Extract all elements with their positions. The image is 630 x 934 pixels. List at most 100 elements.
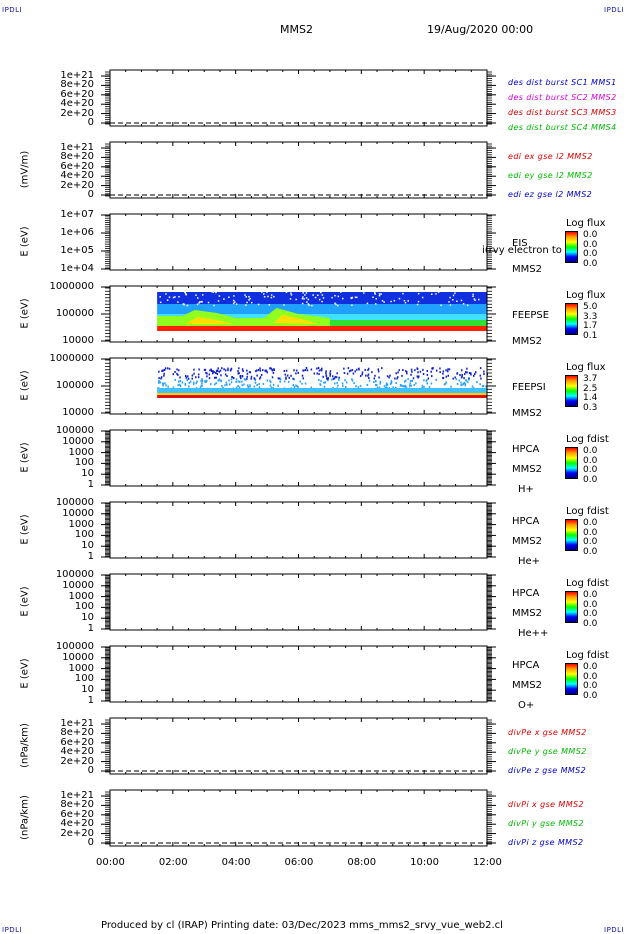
- spectrogram-speckle: [192, 383, 195, 386]
- spectrogram-speckle: [482, 385, 485, 388]
- spectrogram-speckle: [426, 369, 429, 372]
- colorbar-value: 0.0: [583, 230, 598, 240]
- spectrogram-speckle: [230, 367, 233, 370]
- spectrogram-speckle: [302, 377, 305, 380]
- spectrogram-speckle: [209, 369, 211, 372]
- y-tick-label: 10000: [62, 579, 94, 591]
- spectrogram-speckle: [226, 383, 228, 386]
- colorbar-value: 5.0: [583, 302, 598, 312]
- spectrogram-speckle: [197, 373, 200, 376]
- spectrogram-speckle: [432, 367, 434, 370]
- y-tick-label: 1e+21: [60, 142, 94, 153]
- spectrogram-speckle: [166, 367, 169, 370]
- spectrogram-speckle: [359, 374, 362, 377]
- spectrogram-speckle: [448, 368, 451, 371]
- spectrogram-speckle: [417, 375, 420, 378]
- spectrogram-gap: [351, 304, 353, 307]
- spectrogram-speckle: [474, 371, 477, 374]
- spectrogram-speckle: [164, 367, 167, 370]
- panel-label: MMS2: [512, 464, 542, 475]
- spectrogram-speckle: [211, 372, 214, 375]
- spectrogram-speckle: [459, 374, 461, 377]
- spectrogram-speckle: [185, 375, 187, 378]
- spectrogram-speckle: [168, 367, 171, 370]
- spectrogram-speckle: [286, 374, 289, 377]
- spectrogram-speckle: [337, 384, 339, 387]
- y-tick-label: 10: [81, 612, 94, 624]
- spectrogram-speckle: [473, 372, 476, 375]
- spectrogram-speckle: [406, 371, 408, 374]
- spectrogram-speckle: [445, 381, 447, 384]
- spectrogram-speckle: [297, 371, 299, 374]
- spectrogram-speckle: [343, 367, 345, 370]
- spectrogram-gap: [196, 297, 199, 299]
- spectrogram-speckle: [256, 383, 258, 386]
- spectrogram-speckle: [287, 380, 290, 383]
- spectrogram-speckle: [379, 380, 382, 383]
- spectrogram-speckle: [343, 371, 346, 374]
- spectrogram-speckle: [256, 369, 258, 372]
- y-tick-label: 1000000: [49, 353, 94, 364]
- spectrogram-speckle: [285, 369, 288, 372]
- x-tick-label: 06:00: [284, 857, 314, 868]
- spectrogram-speckle: [358, 368, 360, 371]
- spectrogram-speckle: [351, 379, 354, 382]
- spectrogram-gap: [289, 298, 292, 300]
- spectrogram-speckle: [229, 369, 232, 372]
- panel-label: FEEPSE: [512, 310, 550, 321]
- spectrogram-speckle: [316, 367, 318, 370]
- spectrogram-speckle: [201, 384, 203, 387]
- legend-entry: des dist burst SC3 MMS3: [508, 108, 617, 117]
- spectrogram-speckle: [425, 379, 428, 382]
- y-tick-label: 8e+20: [60, 799, 94, 811]
- spectrogram-gap: [305, 292, 308, 294]
- colorbar-title: Log flux: [566, 362, 606, 373]
- spectrogram-gap: [350, 297, 353, 300]
- y-tick-label: 1: [87, 623, 94, 634]
- spectrogram-speckle: [406, 372, 408, 375]
- spectrogram-speckle: [439, 371, 441, 374]
- spectrogram-gap: [168, 296, 171, 298]
- spectrogram-speckle: [435, 369, 438, 372]
- spectrogram-gap: [195, 294, 197, 296]
- colorbar: [565, 447, 578, 479]
- spectrogram-gap: [374, 293, 376, 295]
- corner-mark-top-left: IPDLI: [2, 6, 23, 14]
- spectrogram-speckle: [184, 383, 187, 386]
- spectrogram-speckle: [249, 385, 251, 388]
- spectrogram-speckle: [283, 369, 286, 372]
- spectrogram-speckle: [206, 375, 208, 378]
- y-tick-label: 10000: [62, 507, 94, 519]
- spectrogram-gap: [218, 295, 221, 297]
- spectrogram-speckle: [231, 376, 233, 379]
- spectrogram-speckle: [235, 378, 238, 381]
- spectrogram-speckle: [443, 383, 446, 386]
- y-tick-label: 0: [87, 837, 94, 848]
- spectrogram-speckle: [271, 368, 273, 371]
- spectrogram-speckle: [304, 369, 307, 372]
- spectrogram-speckle: [394, 386, 397, 389]
- spectrogram-speckle: [200, 379, 202, 382]
- colorbar-value: 0.0: [583, 662, 598, 672]
- spectrogram-speckle: [378, 386, 381, 389]
- spectrogram-speckle: [198, 368, 200, 371]
- spectrogram-speckle: [338, 378, 340, 381]
- spectrogram-speckle: [464, 371, 467, 374]
- spectrogram-speckle: [470, 372, 472, 375]
- spectrogram-speckle: [215, 370, 218, 373]
- spectrogram-speckle: [262, 382, 265, 385]
- y-tick-label: 0: [87, 117, 94, 128]
- y-tick-label: 1e+21: [60, 70, 94, 81]
- y-tick-label: 1000: [68, 446, 94, 458]
- spectrogram-speckle: [367, 374, 369, 377]
- spectrogram-speckle: [483, 370, 485, 373]
- spectrogram-speckle: [421, 386, 423, 389]
- spectrogram-speckle: [247, 386, 249, 389]
- spectrogram-gap: [478, 298, 480, 301]
- spectrogram-speckle: [320, 380, 322, 383]
- spectrogram-gap: [246, 301, 248, 304]
- spectrogram-speckle: [238, 380, 241, 383]
- y-tick-label: 2e+20: [60, 755, 94, 767]
- spectrogram-gap: [261, 291, 263, 293]
